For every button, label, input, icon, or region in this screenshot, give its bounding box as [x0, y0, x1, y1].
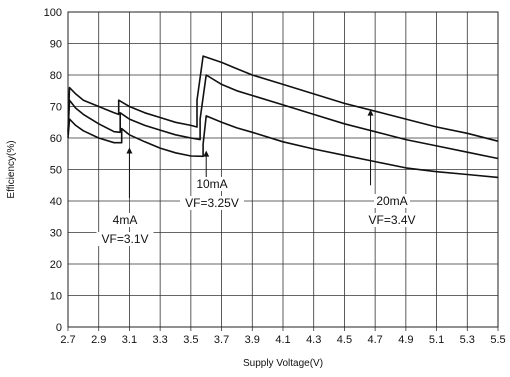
y-tick-label: 20 — [50, 259, 62, 271]
x-tick-label: 4.9 — [398, 334, 413, 346]
annotation-label: VF=3.25V — [185, 196, 239, 210]
annotation-label-bg — [374, 194, 410, 208]
x-tick-label: 4.7 — [367, 334, 382, 346]
annotation-arrowhead — [203, 150, 210, 157]
annotation-label: 20mA — [376, 194, 407, 208]
x-tick-label: 3.3 — [152, 334, 167, 346]
annotation-arrowhead — [367, 109, 374, 116]
y-tick-label: 40 — [50, 196, 62, 208]
series-layer — [67, 55, 499, 179]
x-tick-label: 3.5 — [183, 334, 198, 346]
x-tick-label: 4.1 — [275, 334, 290, 346]
series-line — [67, 115, 499, 179]
grid-layer — [67, 11, 499, 331]
series-line — [67, 74, 499, 160]
annotation-label-bg — [96, 232, 154, 246]
y-tick-label: 80 — [50, 70, 62, 82]
y-tick-label: 30 — [50, 228, 62, 240]
annotation-layer: 4mA VF=3.1V 10mA VF=3.25V 20mA VF=3.4V — [96, 109, 421, 246]
y-tick-label: 70 — [50, 102, 62, 114]
annotation-label-bg — [194, 177, 230, 191]
annotation-label-bg — [363, 213, 421, 227]
y-axis-label: Efficiency(%) — [6, 140, 17, 198]
y-tick-label: 90 — [50, 39, 62, 51]
x-tick-label: 2.9 — [91, 334, 106, 346]
y-tick-label: 10 — [50, 291, 62, 303]
y-tick-label: 60 — [50, 133, 62, 145]
x-tick-label: 4.5 — [337, 334, 352, 346]
annotation-label-bg — [180, 196, 244, 210]
y-tick-label: 100 — [44, 7, 62, 19]
annotation-label: VF=3.1V — [101, 232, 148, 246]
x-tick-label: 3.9 — [245, 334, 260, 346]
annotation-label-bg — [110, 213, 140, 227]
plot-frame — [67, 11, 499, 328]
x-tick-label: 3.7 — [214, 334, 229, 346]
x-tick-label: 5.5 — [490, 334, 505, 346]
y-tick-label: 50 — [50, 165, 62, 177]
x-tick-label: 5.3 — [460, 334, 475, 346]
annotation-arrowhead — [126, 147, 133, 154]
x-tick-label: 5.1 — [429, 334, 444, 346]
x-tick-label: 4.3 — [306, 334, 321, 346]
x-tick-label: 3.1 — [122, 334, 137, 346]
annotation-label: 4mA — [113, 213, 138, 227]
annotation-label: 10mA — [196, 177, 227, 191]
x-tick-label: 2.7 — [60, 334, 75, 346]
series-line — [67, 55, 499, 142]
y-tick-label: 0 — [56, 322, 62, 334]
tick-label-layer: 0 10 20 30 40 50 60 70 80 90 100 2.7 2.9 3.1 3.3 3.5 3.7… — [44, 7, 506, 346]
annotation-label: VF=3.4V — [368, 213, 415, 227]
x-axis-label: Supply Voltage(V) — [243, 358, 323, 369]
